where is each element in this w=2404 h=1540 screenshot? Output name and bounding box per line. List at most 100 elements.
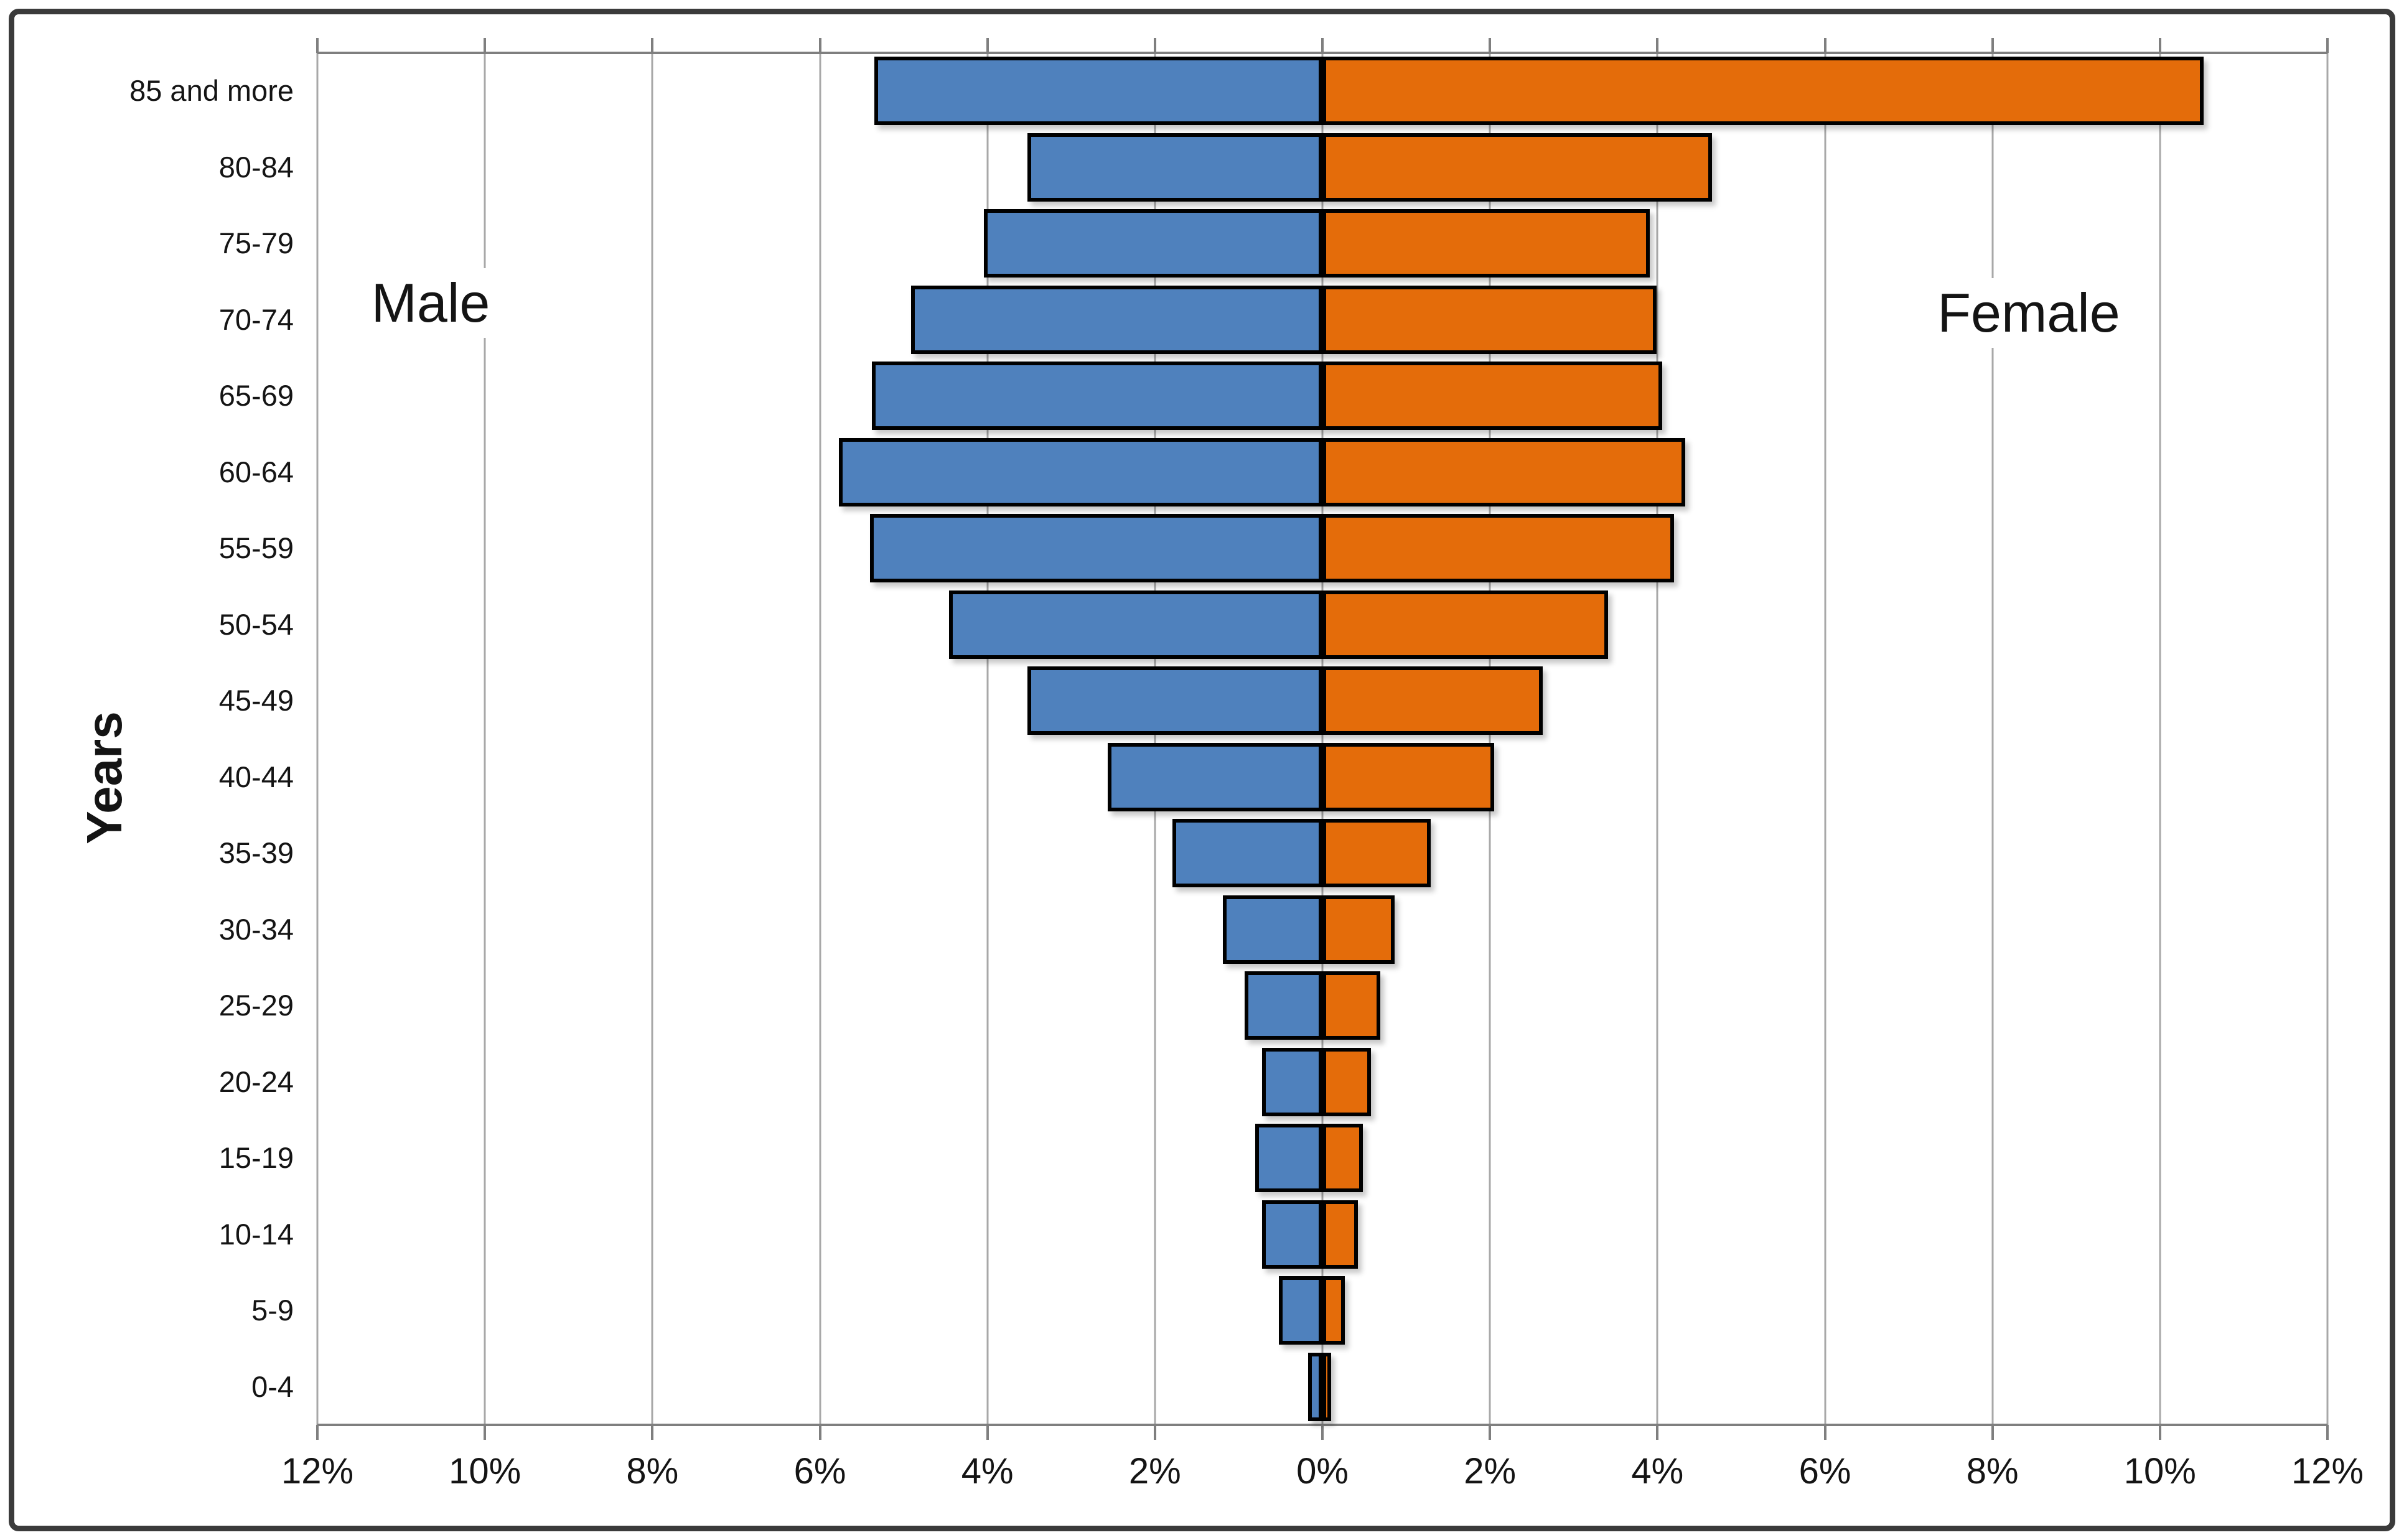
bar-male-45-49	[1027, 666, 1322, 735]
tick-mark-top	[818, 38, 821, 53]
y-tick-label-35-39: 35-39	[218, 836, 294, 869]
x-tick-label: 2%	[1464, 1451, 1517, 1491]
bar-female-50-54	[1322, 590, 1608, 659]
x-tick-label: 12%	[281, 1451, 354, 1491]
x-tick-label: 2%	[1128, 1451, 1181, 1491]
bar-male-10-14	[1262, 1200, 1322, 1269]
y-tick-label-85-and-more: 85 and more	[129, 74, 294, 107]
bar-male-25-29	[1244, 971, 1322, 1040]
bar-female-0-4	[1322, 1352, 1331, 1421]
tick-mark-top	[484, 38, 487, 53]
male-series-label: Male	[355, 268, 507, 338]
bar-male-20-24	[1262, 1047, 1322, 1116]
bar-male-35-39	[1172, 819, 1322, 888]
bar-male-50-54	[948, 590, 1322, 659]
bar-female-65-69	[1322, 362, 1663, 431]
x-tick-label: 10%	[449, 1451, 521, 1491]
y-tick-label-15-19: 15-19	[218, 1141, 294, 1174]
tick-mark-bottom	[484, 1425, 487, 1440]
plot-area: Male Female	[316, 38, 2329, 1440]
y-tick-label-30-34: 30-34	[218, 912, 294, 946]
gridline	[986, 53, 989, 1425]
gridline	[2326, 53, 2329, 1425]
x-tick-label: 4%	[1631, 1451, 1684, 1491]
tick-mark-bottom	[1656, 1425, 1659, 1440]
bar-male-15-19	[1255, 1124, 1322, 1193]
gridline	[1656, 53, 1658, 1425]
bar-female-70-74	[1322, 285, 1657, 354]
y-tick-label-75-79: 75-79	[218, 226, 294, 259]
y-tick-label-60-64: 60-64	[218, 455, 294, 488]
y-tick-label-20-24: 20-24	[218, 1065, 294, 1098]
top-axis-line	[317, 52, 2327, 54]
tick-mark-bottom	[2326, 1425, 2329, 1440]
bar-female-80-84	[1322, 133, 1712, 202]
x-tick-label: 0%	[1296, 1451, 1349, 1491]
tick-mark-bottom	[316, 1425, 319, 1440]
bar-female-30-34	[1322, 895, 1395, 964]
bar-male-70-74	[911, 285, 1322, 354]
bar-male-40-44	[1108, 742, 1322, 811]
y-tick-label-25-29: 25-29	[218, 989, 294, 1022]
bar-male-30-34	[1222, 895, 1322, 964]
gridline	[2159, 53, 2161, 1425]
gridline	[1321, 53, 1324, 1425]
bar-female-45-49	[1322, 666, 1543, 735]
tick-mark-bottom	[1991, 1425, 1994, 1440]
gridline	[1824, 53, 1826, 1425]
x-tick-label: 8%	[1966, 1451, 2019, 1491]
bar-male-65-69	[871, 362, 1322, 431]
bar-male-75-79	[984, 209, 1322, 278]
y-tick-label-50-54: 50-54	[218, 607, 294, 641]
bar-male-85-and-more	[874, 57, 1322, 126]
tick-mark-top	[316, 38, 319, 53]
y-tick-label-70-74: 70-74	[218, 302, 294, 336]
gridline	[1154, 53, 1156, 1425]
bar-female-40-44	[1322, 742, 1494, 811]
tick-mark-top	[1153, 38, 1156, 53]
y-tick-label-5-9: 5-9	[251, 1294, 294, 1327]
tick-mark-top	[2158, 38, 2161, 53]
x-tick-label: 6%	[1798, 1451, 1851, 1491]
x-tick-label: 6%	[793, 1451, 846, 1491]
tick-mark-bottom	[818, 1425, 821, 1440]
y-tick-label-10-14: 10-14	[218, 1217, 294, 1251]
y-tick-label-0-4: 0-4	[251, 1370, 294, 1403]
tick-mark-bottom	[1321, 1425, 1324, 1440]
gridline	[484, 53, 486, 1425]
x-tick-label: 4%	[961, 1451, 1014, 1491]
tick-mark-top	[986, 38, 989, 53]
tick-mark-top	[651, 38, 654, 53]
female-series-label: Female	[1921, 278, 2136, 348]
x-tick-label: 10%	[2123, 1451, 2196, 1491]
gridline	[819, 53, 821, 1425]
tick-mark-top	[1489, 38, 1492, 53]
tick-mark-bottom	[1823, 1425, 1826, 1440]
tick-mark-top	[1656, 38, 1659, 53]
y-tick-label-65-69: 65-69	[218, 379, 294, 412]
tick-mark-top	[1321, 38, 1324, 53]
tick-mark-bottom	[1489, 1425, 1492, 1440]
tick-mark-top	[1991, 38, 1994, 53]
bar-female-25-29	[1322, 971, 1380, 1040]
tick-mark-bottom	[1153, 1425, 1156, 1440]
tick-mark-bottom	[986, 1425, 989, 1440]
bar-male-80-84	[1027, 133, 1322, 202]
bar-male-5-9	[1279, 1276, 1322, 1345]
bar-female-15-19	[1322, 1124, 1363, 1193]
bar-female-5-9	[1322, 1276, 1345, 1345]
y-tick-label-80-84: 80-84	[218, 150, 294, 184]
tick-mark-bottom	[2158, 1425, 2161, 1440]
bar-male-55-59	[870, 514, 1322, 583]
gridline	[316, 53, 319, 1425]
gridline	[651, 53, 653, 1425]
x-tick-label: 8%	[626, 1451, 679, 1491]
bar-male-0-4	[1308, 1352, 1322, 1421]
tick-mark-top	[1823, 38, 1826, 53]
bar-male-60-64	[839, 437, 1322, 506]
bar-female-20-24	[1322, 1047, 1372, 1116]
tick-mark-bottom	[651, 1425, 654, 1440]
x-tick-label: 12%	[2291, 1451, 2364, 1491]
y-tick-label-45-49: 45-49	[218, 684, 294, 717]
